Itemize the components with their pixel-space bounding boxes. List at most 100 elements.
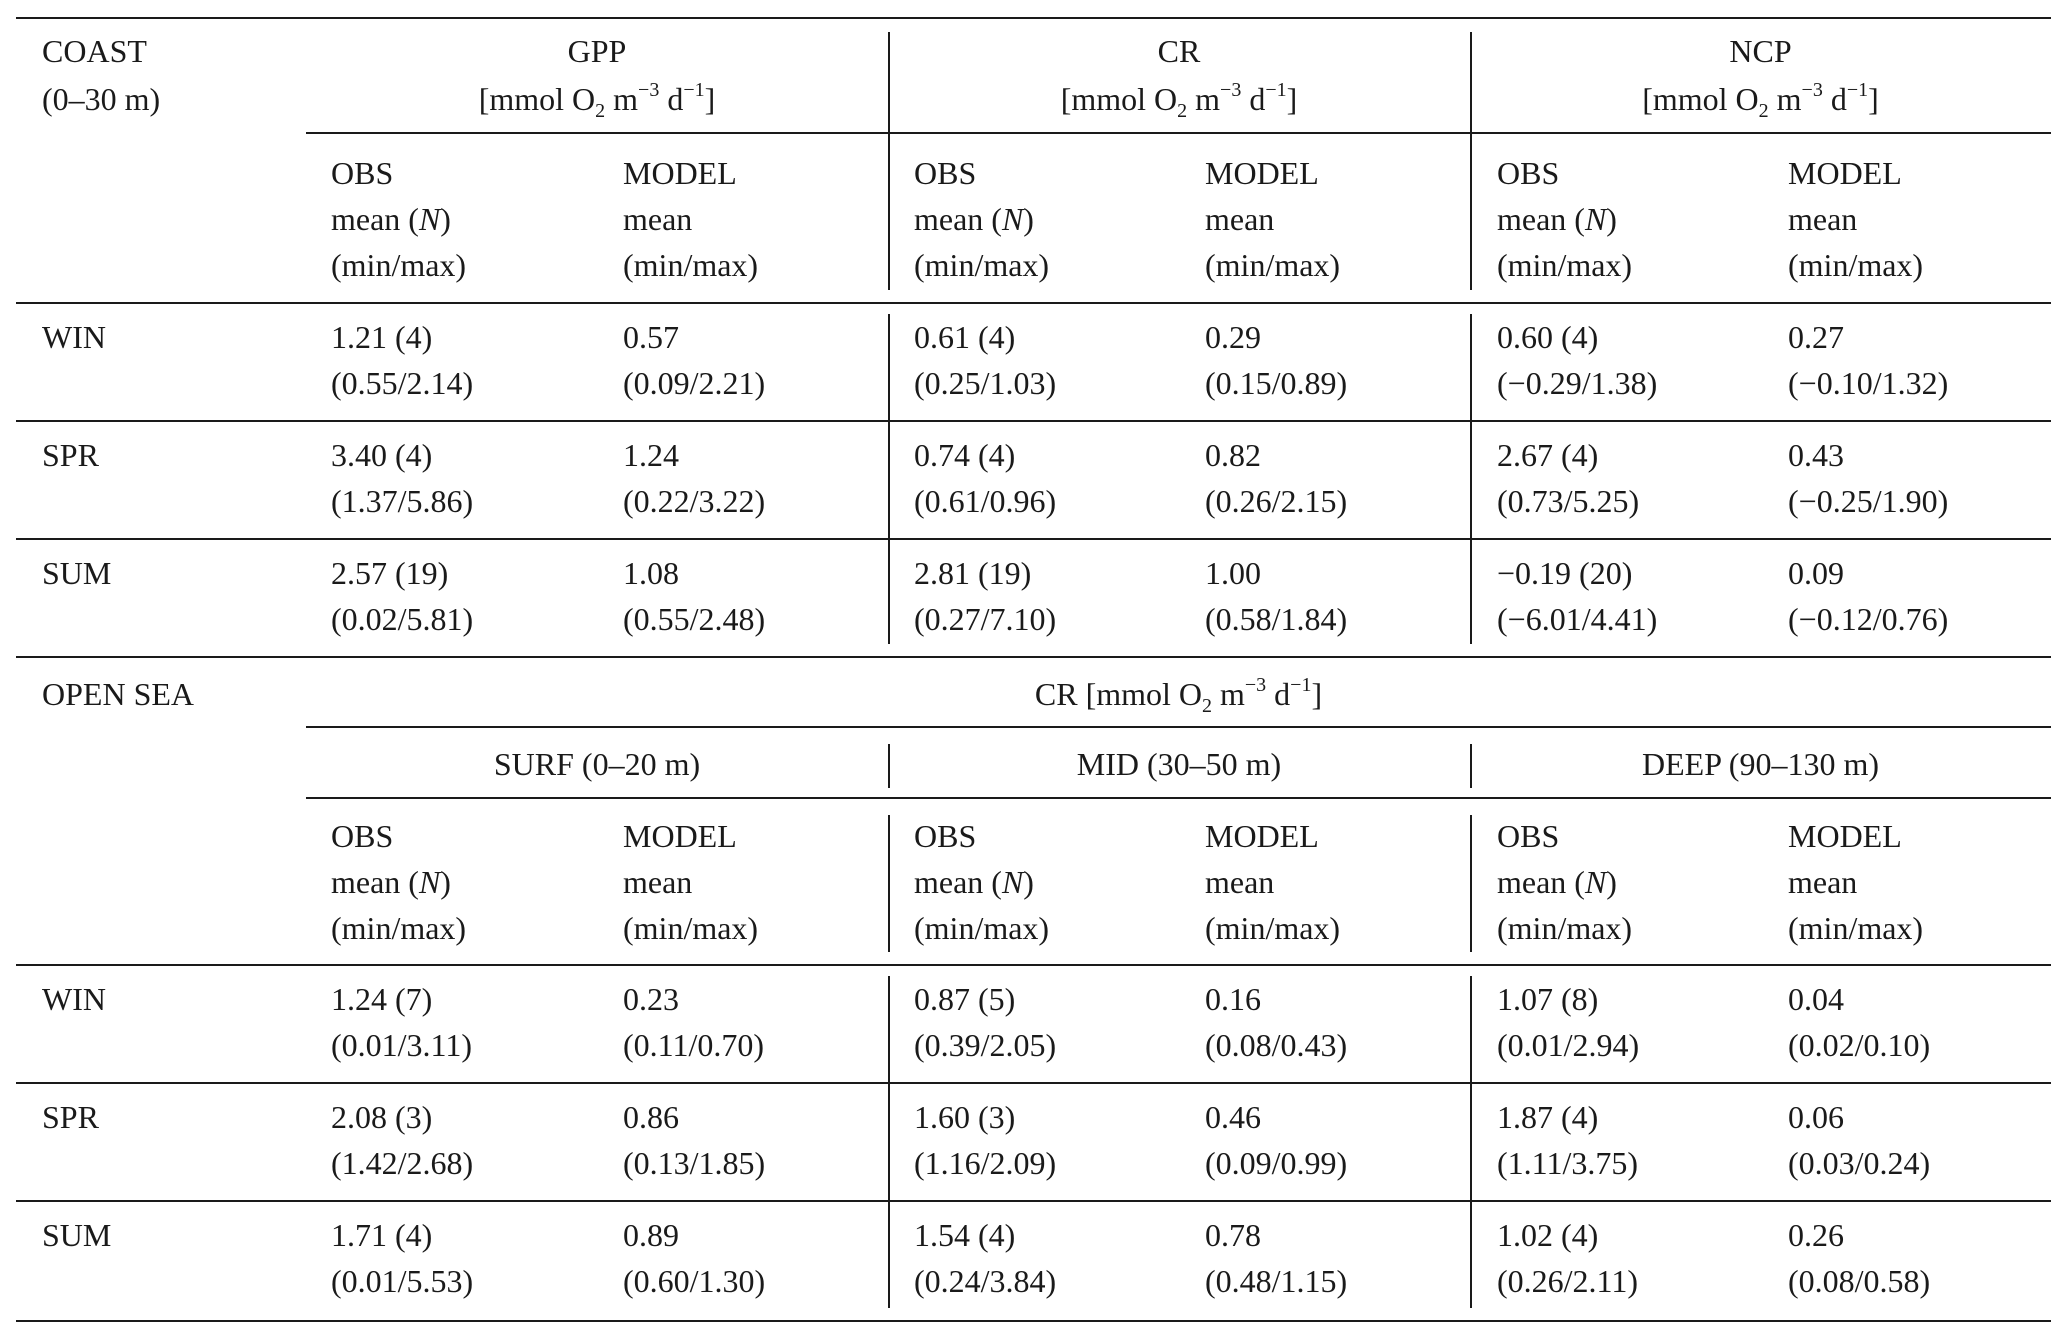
table-cell-value: 1.00 [1205,555,1261,591]
n-symbol: N [1001,201,1024,237]
coast-group-unit: [mmol O2 m−3 d−1] [888,76,1470,122]
table-cell-range: (1.16/2.09) [914,1145,1057,1181]
section-rule [16,656,2051,658]
table-cell-value: 1.21 (4) [331,319,433,355]
unit-mid2: d [1241,81,1266,117]
open-sea-model-mean: mean [623,864,693,900]
table-cell-range: (1.42/2.68) [331,1145,474,1181]
unit-sup: −1 [1846,79,1869,101]
unit-pre: CR [mmol O [1034,676,1202,712]
group-divider [1470,815,1472,952]
coast-obs-label: OBS [1497,155,1560,191]
depth-layer-header: MID (30–50 m) [1076,746,1282,782]
coast-obs-minmax: (min/max) [1497,247,1633,283]
table-cell-range: (−0.25/1.90) [1788,483,1949,519]
open-sea-obs-mean-n: mean (N) [331,859,451,905]
coast-model-mean: mean [1788,201,1858,237]
table-cell-value: 0.09 [1788,555,1844,591]
table-cell-value: 0.23 [623,981,679,1017]
table-cell-range: (0.26/2.15) [1205,483,1348,519]
table-cell-range: (0.58/1.84) [1205,601,1348,637]
table-cell-value: 0.27 [1788,319,1844,355]
group-divider [888,314,890,644]
coast-obs-minmax: (min/max) [914,247,1050,283]
coast-model-label: MODEL [623,155,737,191]
n-symbol: N [418,864,441,900]
open-sea-obs-minmax: (min/max) [914,910,1050,946]
table-cell-value: 0.87 (5) [914,981,1016,1017]
table-cell-range: (0.02/5.81) [331,601,474,637]
open-sea-obs-mean-n: mean (N) [1497,859,1617,905]
coast-header-rule [16,302,2051,304]
coast-season-label: SUM [42,555,112,591]
coast-model-minmax: (min/max) [1205,247,1341,283]
unit-mid2: d [659,81,684,117]
mean-post: ) [440,201,451,237]
mean-pre: mean ( [914,201,1002,237]
table-cell-value: −0.19 (20) [1497,555,1633,591]
table-cell-range: (0.73/5.25) [1497,483,1640,519]
table-cell-range: (0.60/1.30) [623,1263,766,1299]
open-sea-obs-label: OBS [1497,818,1560,854]
coast-depth-label: (0–30 m) [42,81,161,117]
open-sea-obs-label: OBS [331,818,394,854]
unit-sup: −3 [1220,79,1242,101]
mean-post: ) [1606,201,1617,237]
table-cell-value: 1.08 [623,555,679,591]
coast-obs-mean-n: mean (N) [914,196,1034,242]
table-cell-range: (0.27/7.10) [914,601,1057,637]
coast-group-header: NCP [1729,33,1792,69]
table-cell-range: (0.08/0.58) [1788,1263,1931,1299]
group-divider [888,815,890,952]
coast-model-minmax: (min/max) [1788,247,1924,283]
coast-model-mean: mean [1205,201,1275,237]
mean-post: ) [1023,864,1034,900]
table-cell-value: 0.57 [623,319,679,355]
group-divider [1470,32,1472,290]
open-sea-season-label: SUM [42,1217,112,1253]
group-divider [1470,744,1472,788]
table-cell-range: (0.22/3.22) [623,483,766,519]
table-cell-value: 0.82 [1205,437,1261,473]
coast-region-label: COAST [42,33,147,69]
mean-post: ) [1023,201,1034,237]
table-cell-value: 0.06 [1788,1099,1844,1135]
mean-pre: mean ( [331,864,419,900]
coast-row-rule [16,538,2051,540]
open-sea-obs-label: OBS [914,818,977,854]
n-symbol: N [418,201,441,237]
unit-pre: [mmol O [478,81,596,117]
group-divider [888,32,890,290]
unit-sub: 2 [1758,100,1769,122]
open-sea-obs-mean-n: mean (N) [914,859,1034,905]
table-cell-value: 1.87 (4) [1497,1099,1599,1135]
group-divider [1470,976,1472,1308]
n-symbol: N [1584,864,1607,900]
unit-sub: 2 [595,100,606,122]
mean-pre: mean ( [331,201,419,237]
unit-pre: [mmol O [1060,81,1178,117]
mean-post: ) [1606,864,1617,900]
open-sea-row-rule [16,1200,2051,1202]
table-cell-value: 0.78 [1205,1217,1261,1253]
coast-model-minmax: (min/max) [623,247,759,283]
table-cell-range: (−0.10/1.32) [1788,365,1949,401]
open-sea-obs-minmax: (min/max) [331,910,467,946]
table-cell-range: (0.25/1.03) [914,365,1057,401]
table-cell-value: 0.26 [1788,1217,1844,1253]
group-divider [888,744,890,788]
table-cell-range: (0.01/5.53) [331,1263,474,1299]
open-sea-model-label: MODEL [1788,818,1902,854]
table-cell-range: (0.61/0.96) [914,483,1057,519]
table-cell-range: (0.03/0.24) [1788,1145,1931,1181]
table-cell-range: (−6.01/4.41) [1497,601,1658,637]
unit-sub: 2 [1177,100,1188,122]
unit-sup: −1 [683,79,705,101]
mean-pre: mean ( [914,864,1002,900]
layer-rule [306,797,2051,799]
unit-mid2: d [1266,676,1291,712]
coast-group-unit: [mmol O2 m−3 d−1] [1470,76,2051,122]
unit-sup: −3 [1801,79,1823,101]
coast-obs-mean-n: mean (N) [1497,196,1617,242]
open-sea-region-label: OPEN SEA [42,676,195,712]
